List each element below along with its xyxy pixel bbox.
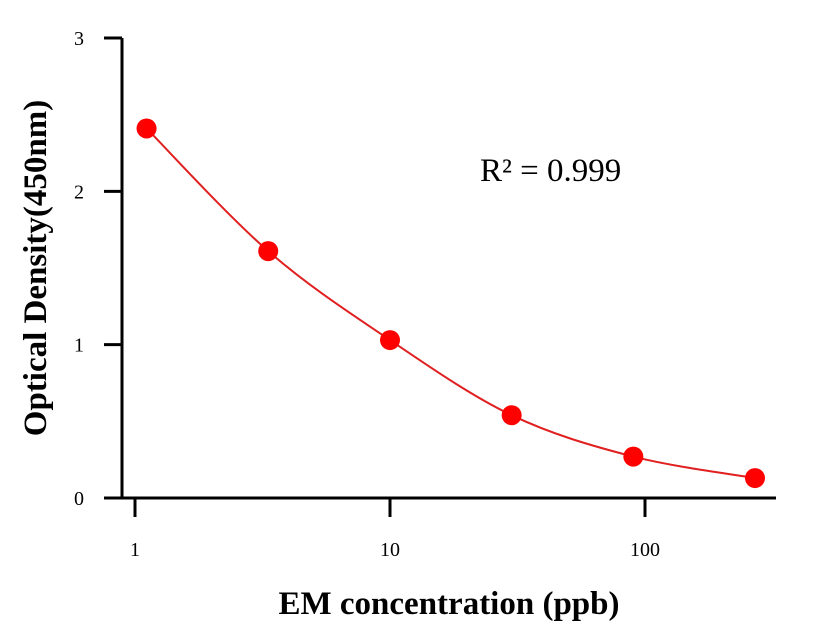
data-point <box>136 118 157 139</box>
r-squared-annotation: R² = 0.999 <box>480 153 621 189</box>
y-tick-label: 0 <box>74 488 84 510</box>
data-point <box>501 405 522 426</box>
x-tick-label: 10 <box>380 539 400 561</box>
fit-curve <box>145 127 756 480</box>
data-point <box>380 330 400 351</box>
data-point <box>258 241 279 262</box>
y-tick-label: 1 <box>74 335 84 357</box>
y-tick-label: 3 <box>74 28 84 50</box>
y-tick-label: 2 <box>74 181 84 203</box>
y-ticks: 0 1 2 3 <box>74 28 122 510</box>
x-tick-label: 1 <box>130 539 140 561</box>
data-points <box>136 118 765 489</box>
x-ticks: 1 10 100 <box>130 498 660 561</box>
x-axis-title: EM concentration (ppb) <box>279 586 620 622</box>
y-axis-title: Optical Density(450nm) <box>18 100 54 436</box>
axes <box>120 38 776 500</box>
data-point <box>623 446 644 467</box>
data-point <box>744 468 765 489</box>
x-tick-label: 100 <box>630 539 660 561</box>
